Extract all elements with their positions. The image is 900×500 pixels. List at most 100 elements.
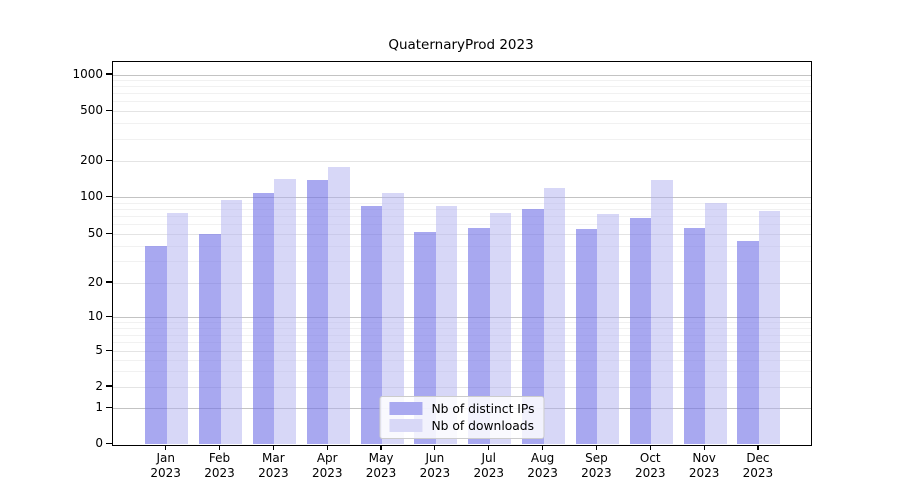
legend-row: Nb of downloads: [389, 419, 534, 433]
gridline-minor: [113, 202, 811, 204]
gridline-minor: [113, 359, 811, 361]
gridline-minor: [113, 101, 811, 103]
gridline-2: [113, 386, 811, 388]
x-tick-month: Sep: [585, 450, 608, 465]
gridline-200: [113, 161, 811, 162]
y-tick-label: 0: [95, 436, 103, 450]
gridline-minor: [113, 334, 811, 336]
x-tick-mark: [541, 444, 544, 450]
bar-downloads-oct: [651, 180, 673, 445]
x-tick-mark: [380, 444, 382, 450]
x-tick-month: Dec: [746, 450, 770, 465]
x-tick-year: 2023: [419, 466, 451, 480]
gridline-minor: [113, 224, 811, 226]
x-tick-label-oct: Oct 2023: [623, 451, 677, 482]
x-tick-year: 2023: [150, 466, 181, 480]
x-tick-year: 2023: [634, 466, 666, 480]
bar-downloads-jun: [435, 206, 458, 445]
gridline-minor: [113, 123, 811, 125]
y-tick-mark: [106, 232, 112, 234]
x-tick-label-mar: Mar 2023: [246, 451, 300, 482]
gridline-5: [113, 351, 811, 353]
bar-distinct-ips-apr: [306, 180, 329, 445]
y-tick-label: 5: [95, 343, 103, 358]
x-tick-month: Jan: [156, 450, 175, 465]
plot-area: Nb of distinct IPs Nb of downloads: [112, 61, 812, 446]
x-tick-year: 2023: [473, 466, 504, 480]
bar-downloads-feb: [220, 200, 243, 445]
y-tick-mark: [106, 406, 112, 408]
x-tick-label-nov: Nov 2023: [677, 451, 731, 482]
bar-downloads-sep: [597, 213, 619, 445]
x-tick-mark: [326, 444, 328, 450]
gridline-minor: [113, 370, 811, 372]
x-tick-year: 2023: [527, 466, 558, 480]
gridline-minor: [113, 80, 811, 82]
y-tick-label: 20: [87, 274, 103, 289]
bar-downloads-jan: [166, 212, 189, 445]
bar-distinct-ips-jul: [468, 228, 490, 445]
bar-distinct-ips-aug: [522, 209, 544, 445]
bar-distinct-ips-nov: [683, 228, 706, 445]
x-tick-mark: [272, 444, 274, 450]
x-tick-label-jan: Jan 2023: [139, 451, 193, 482]
y-tick-label: 2: [95, 378, 103, 393]
y-tick-label: 500: [80, 102, 103, 117]
y-tick-mark: [106, 442, 112, 445]
y-tick-mark: [106, 350, 112, 352]
x-tick-year: 2023: [311, 466, 343, 480]
bar-downloads-may: [382, 192, 404, 445]
x-tick-label-apr: Apr 2023: [300, 451, 354, 482]
y-tick-mark: [106, 196, 112, 198]
legend-swatch: [389, 419, 423, 432]
gridline-500: [113, 110, 811, 112]
legend-label: Nb of distinct IPs: [431, 401, 535, 416]
gridline-minor: [113, 138, 811, 140]
gridline-minor: [113, 93, 811, 95]
x-tick-label-sep: Sep 2023: [569, 451, 623, 482]
legend-row: Nb of distinct IPs: [389, 401, 535, 416]
x-tick-mark: [649, 444, 651, 450]
y-tick-mark: [106, 385, 112, 387]
x-tick-month: Oct: [639, 450, 661, 465]
bar-distinct-ips-dec: [737, 241, 759, 445]
x-tick-year: 2023: [688, 466, 720, 480]
x-tick-label-jun: Jun 2023: [408, 451, 462, 482]
bar-distinct-ips-jun: [414, 232, 436, 445]
x-tick-month: Jun: [425, 450, 445, 465]
gridline-minor: [113, 322, 811, 324]
gridline-20: [113, 282, 811, 284]
y-tick-label: 10: [87, 309, 103, 324]
x-tick-month: Jul: [481, 450, 496, 465]
bar-downloads-nov: [705, 203, 727, 445]
gridline-minor: [113, 86, 811, 88]
bar-distinct-ips-sep: [575, 229, 598, 445]
x-tick-month: Mar: [262, 450, 285, 465]
bar-distinct-ips-feb: [199, 234, 221, 445]
bar-downloads-jul: [489, 212, 512, 445]
gridline-minor: [113, 216, 811, 218]
bar-downloads-mar: [274, 179, 296, 445]
bar-distinct-ips-oct: [629, 218, 652, 445]
x-tick-year: 2023: [581, 466, 612, 480]
legend-label: Nb of downloads: [431, 418, 535, 433]
y-tick-mark: [106, 109, 112, 111]
x-tick-label-feb: Feb 2023: [193, 451, 247, 482]
bar-distinct-ips-may: [360, 206, 383, 445]
y-tick-label: 100: [80, 189, 103, 204]
y-tick-mark: [106, 316, 112, 318]
x-tick-year: 2023: [742, 466, 774, 480]
x-tick-month: Aug: [530, 450, 555, 465]
x-tick-mark: [165, 444, 167, 450]
bar-downloads-aug: [543, 188, 566, 445]
y-tick-label: 1: [95, 399, 103, 414]
x-tick-month: Nov: [692, 450, 716, 465]
x-tick-year: 2023: [258, 466, 289, 480]
x-tick-month: May: [368, 450, 394, 465]
x-tick-mark: [595, 444, 597, 450]
x-tick-mark: [488, 444, 490, 450]
bar-downloads-apr: [328, 167, 350, 445]
bar-distinct-ips-jan: [145, 246, 167, 445]
y-tick-label: 200: [80, 153, 103, 167]
